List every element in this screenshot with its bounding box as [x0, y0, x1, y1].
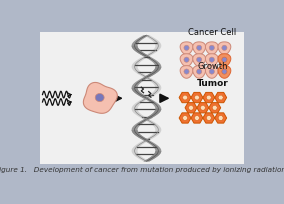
- Ellipse shape: [184, 57, 189, 62]
- Ellipse shape: [197, 45, 202, 50]
- Polygon shape: [206, 116, 212, 120]
- Bar: [40, 32, 244, 164]
- Polygon shape: [205, 42, 218, 54]
- Ellipse shape: [197, 57, 202, 62]
- Ellipse shape: [209, 57, 214, 62]
- Polygon shape: [191, 113, 203, 123]
- Polygon shape: [180, 42, 193, 54]
- Polygon shape: [215, 113, 227, 123]
- Polygon shape: [182, 116, 188, 120]
- Polygon shape: [218, 42, 231, 54]
- Ellipse shape: [222, 45, 227, 50]
- Ellipse shape: [222, 57, 227, 62]
- Polygon shape: [200, 105, 206, 110]
- Polygon shape: [193, 54, 206, 66]
- Polygon shape: [218, 54, 231, 66]
- Polygon shape: [205, 54, 218, 66]
- Polygon shape: [182, 95, 188, 100]
- Polygon shape: [180, 54, 193, 66]
- Ellipse shape: [209, 69, 214, 74]
- Ellipse shape: [222, 69, 227, 74]
- Polygon shape: [188, 105, 194, 110]
- Polygon shape: [194, 116, 200, 120]
- Ellipse shape: [184, 45, 189, 50]
- Text: Figure 1.   Development of cancer from mutation produced by ionizing radiation.: Figure 1. Development of cancer from mut…: [0, 167, 284, 173]
- Text: Cancer Cell: Cancer Cell: [188, 28, 237, 37]
- Polygon shape: [179, 92, 191, 103]
- Ellipse shape: [95, 93, 104, 102]
- Polygon shape: [209, 103, 221, 113]
- Polygon shape: [203, 113, 215, 123]
- Polygon shape: [218, 66, 231, 78]
- Polygon shape: [218, 116, 224, 120]
- Polygon shape: [185, 103, 197, 113]
- Ellipse shape: [197, 69, 202, 74]
- Polygon shape: [194, 95, 200, 100]
- Polygon shape: [179, 113, 191, 123]
- Text: Tumor: Tumor: [197, 79, 228, 88]
- Polygon shape: [212, 105, 218, 110]
- Polygon shape: [215, 92, 227, 103]
- Polygon shape: [193, 66, 206, 78]
- Polygon shape: [203, 92, 215, 103]
- Polygon shape: [83, 82, 117, 113]
- Polygon shape: [193, 42, 206, 54]
- Polygon shape: [205, 66, 218, 78]
- Text: Growth: Growth: [197, 62, 228, 71]
- Polygon shape: [197, 103, 209, 113]
- Ellipse shape: [209, 45, 214, 50]
- Polygon shape: [191, 92, 203, 103]
- Polygon shape: [218, 95, 224, 100]
- Ellipse shape: [184, 69, 189, 74]
- Polygon shape: [206, 95, 212, 100]
- Polygon shape: [180, 66, 193, 78]
